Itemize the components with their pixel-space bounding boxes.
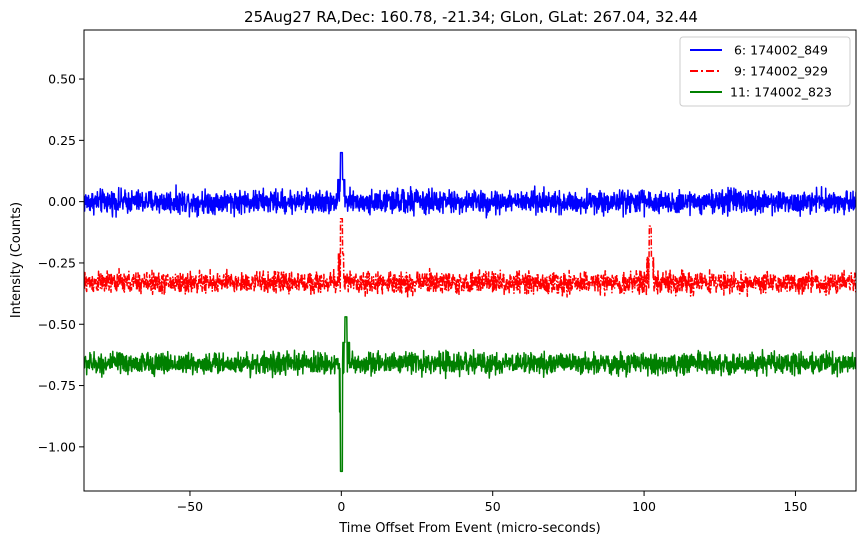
x-tick-label: 150 — [784, 499, 808, 514]
chart-title: 25Aug27 RA,Dec: 160.78, -21.34; GLon, GL… — [244, 8, 698, 26]
legend-label-1: 6: 174002_849 — [730, 43, 828, 58]
legend-box — [679, 36, 851, 107]
x-tick-label: 0 — [337, 499, 345, 514]
x-tick-label: −50 — [177, 499, 203, 514]
series-line-2 — [84, 218, 856, 299]
legend-label-2: 9: 174002_929 — [730, 64, 828, 79]
y-axis-label: Intensity (Counts) — [9, 202, 24, 318]
x-axis-label: Time Offset From Event (micro-seconds) — [338, 521, 601, 536]
y-tick-label: −1.00 — [38, 439, 76, 454]
y-tick-label: 0.50 — [48, 72, 76, 87]
series-line-3 — [84, 316, 856, 473]
y-tick-label: −0.75 — [38, 378, 76, 393]
y-tick-label: 0.00 — [48, 194, 76, 209]
y-tick-label: −0.25 — [38, 255, 76, 270]
legend: 6: 174002_849 9: 174002_929 11: 174002_82… — [679, 36, 851, 107]
x-tick-label: 50 — [485, 499, 501, 514]
x-axis: −50 0 50 100 150 — [177, 491, 808, 514]
legend-label-3: 11: 174002_823 — [730, 85, 832, 100]
y-tick-label: −0.50 — [38, 317, 76, 332]
x-tick-label: 100 — [632, 499, 656, 514]
y-tick-label: 0.25 — [48, 133, 76, 148]
series-line-1 — [84, 151, 856, 219]
y-axis: 0.50 0.25 0.00 −0.25 −0.50 −0.75 −1.00 — [38, 72, 84, 454]
plot-frame — [83, 29, 857, 492]
